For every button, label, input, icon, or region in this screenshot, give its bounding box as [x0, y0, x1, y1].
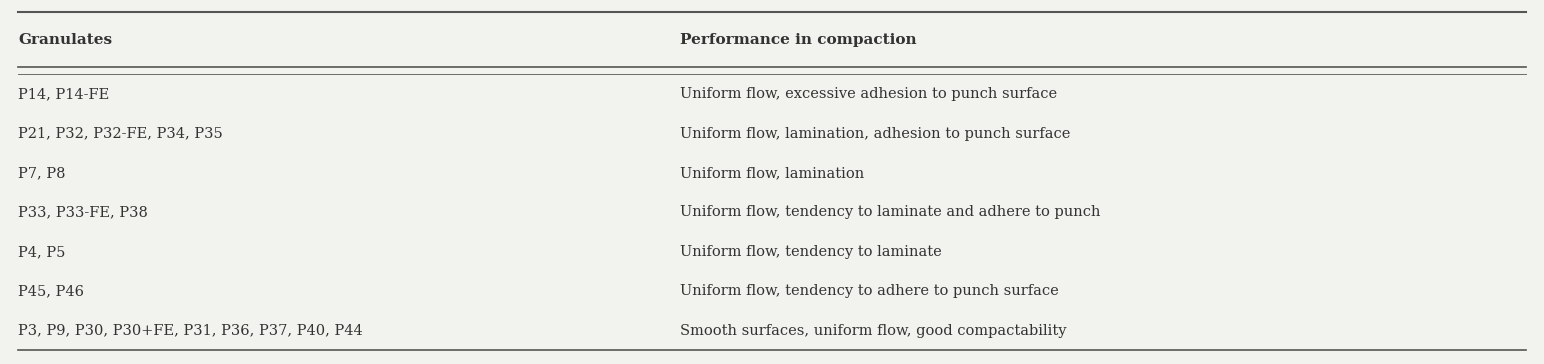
- Text: P4, P5: P4, P5: [19, 245, 65, 259]
- Text: Uniform flow, lamination: Uniform flow, lamination: [679, 166, 865, 180]
- Text: Smooth surfaces, uniform flow, good compactability: Smooth surfaces, uniform flow, good comp…: [679, 324, 1067, 338]
- Text: P21, P32, P32-FE, P34, P35: P21, P32, P32-FE, P34, P35: [19, 127, 222, 141]
- Text: Granulates: Granulates: [19, 33, 113, 47]
- Text: Uniform flow, lamination, adhesion to punch surface: Uniform flow, lamination, adhesion to pu…: [679, 127, 1070, 141]
- Text: Uniform flow, tendency to laminate: Uniform flow, tendency to laminate: [679, 245, 942, 259]
- Text: Uniform flow, excessive adhesion to punch surface: Uniform flow, excessive adhesion to punc…: [679, 87, 1056, 101]
- Text: P3, P9, P30, P30+FE, P31, P36, P37, P40, P44: P3, P9, P30, P30+FE, P31, P36, P37, P40,…: [19, 324, 363, 338]
- Text: Uniform flow, tendency to laminate and adhere to punch: Uniform flow, tendency to laminate and a…: [679, 205, 1101, 219]
- Text: P14, P14-FE: P14, P14-FE: [19, 87, 110, 101]
- Text: P33, P33-FE, P38: P33, P33-FE, P38: [19, 205, 148, 219]
- Text: P45, P46: P45, P46: [19, 284, 85, 298]
- Text: Uniform flow, tendency to adhere to punch surface: Uniform flow, tendency to adhere to punc…: [679, 284, 1059, 298]
- Text: Performance in compaction: Performance in compaction: [679, 33, 916, 47]
- Text: P7, P8: P7, P8: [19, 166, 66, 180]
